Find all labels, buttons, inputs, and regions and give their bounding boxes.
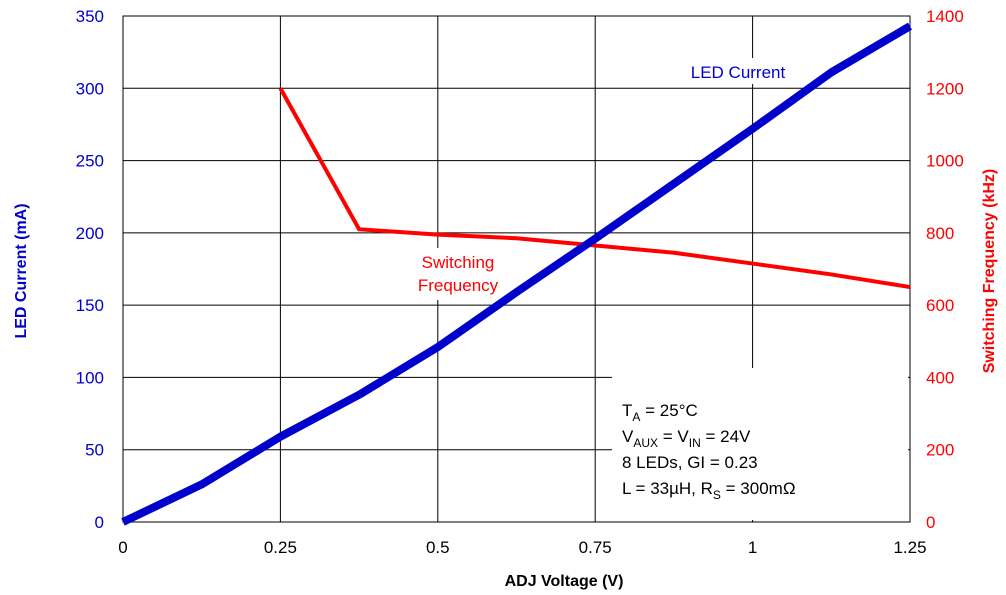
y-right-tick-label: 1000: [926, 152, 964, 171]
conditions-line: VAUX = VIN = 24V: [622, 427, 751, 450]
y-right-tick-label: 0: [926, 513, 935, 532]
y-right-tick-label: 400: [926, 368, 954, 387]
x-tick-label: 1: [748, 538, 757, 557]
series-layer: LED Current Switching Frequency: [121, 22, 913, 526]
led-current-label: LED Current: [691, 63, 786, 82]
x-tick-label: 0.75: [579, 538, 612, 557]
y-right-tick-label: 600: [926, 296, 954, 315]
y-left-tick-label: 200: [76, 224, 104, 243]
ticks: 0 0.25 0.5 0.75 1 1.2505010015020025030035002…: [76, 7, 964, 557]
switching-frequency-label: Switching Frequency: [418, 253, 499, 295]
y-left-tick-label: 50: [85, 441, 104, 460]
conditions-annotation: TA = 25°C VAUX = VIN = 24V 8 LEDs, GI = 0.…: [612, 368, 908, 520]
x-tick-label: 0.5: [426, 538, 450, 557]
y-left-tick-label: 0: [95, 513, 104, 532]
x-axis-title: ADJ Voltage (V): [505, 573, 624, 590]
led-label-mask: [668, 58, 804, 84]
switching-label-mask: [400, 248, 516, 300]
y-left-axis-title: LED Current (mA): [13, 203, 30, 338]
conditions-line: 8 LEDs, GI = 0.23: [622, 453, 758, 472]
conditions-line: L = 33µH, RS = 300mΩ: [622, 479, 796, 502]
conditions-line: TA = 25°C: [622, 401, 698, 424]
x-tick-label: 1.25: [893, 538, 926, 557]
y-right-tick-label: 800: [926, 224, 954, 243]
y-left-tick-label: 350: [76, 7, 104, 26]
labels: ADJ Voltage (V) LED Current (mA) Switchi…: [13, 169, 998, 590]
conditions-box: [612, 368, 908, 520]
y-right-axis-title: Switching Frequency (kHz): [981, 169, 998, 373]
y-right-tick-label: 200: [926, 441, 954, 460]
y-left-tick-label: 300: [76, 79, 104, 98]
led-current-line: [121, 22, 913, 526]
y-right-tick-label: 1200: [926, 79, 964, 98]
x-tick-label: 0.25: [264, 538, 297, 557]
switching-frequency-line: [278, 87, 911, 290]
y-left-tick-label: 100: [76, 368, 104, 387]
y-left-tick-label: 250: [76, 152, 104, 171]
y-left-tick-label: 150: [76, 296, 104, 315]
x-tick-label: 0: [118, 538, 127, 557]
y-right-tick-label: 1400: [926, 7, 964, 26]
